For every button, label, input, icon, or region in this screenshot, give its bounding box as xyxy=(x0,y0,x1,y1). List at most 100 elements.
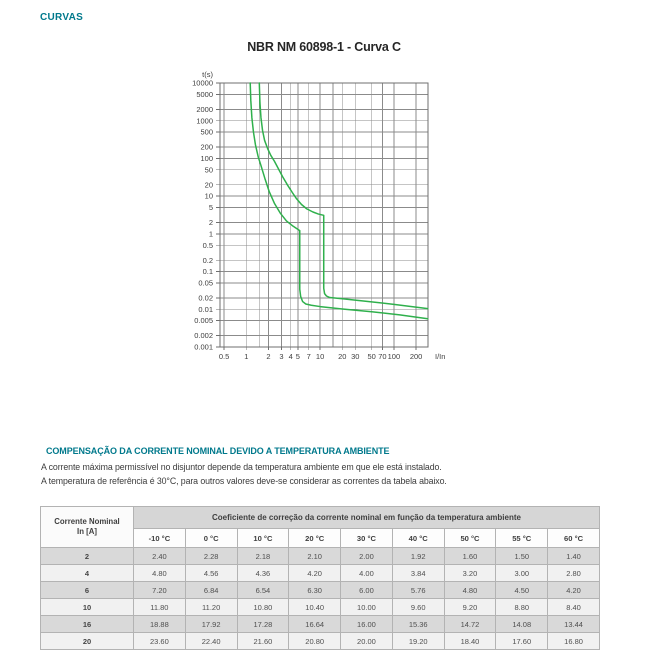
chart-title: NBR NM 60898-1 - Curva C xyxy=(247,40,401,54)
coefficient-value-cell: 3.20 xyxy=(443,564,497,582)
coefficient-value-cell: 19.20 xyxy=(391,632,445,650)
x-tick-label: 100 xyxy=(388,352,401,361)
coefficient-value-cell: 15.36 xyxy=(391,615,445,633)
coefficient-value-cell: 3.00 xyxy=(495,564,549,582)
coefficient-value-cell: 16.00 xyxy=(340,615,393,633)
y-tick-label: 0.05 xyxy=(198,279,213,288)
coefficient-value-cell: 17.92 xyxy=(184,615,238,633)
coefficient-value-cell: 4.80 xyxy=(133,564,186,582)
coefficient-value-cell: 6.00 xyxy=(340,581,393,599)
corner-header-cell: Corrente Nominal In [A] xyxy=(40,506,134,548)
y-tick-label: 100 xyxy=(200,154,213,163)
x-tick-label: 1 xyxy=(244,352,248,361)
coefficient-value-cell: 1.60 xyxy=(443,547,497,565)
coefficient-value-cell: 5.76 xyxy=(391,581,445,599)
coefficient-value-cell: 2.18 xyxy=(236,547,290,565)
y-tick-label: 0.1 xyxy=(203,267,213,276)
coefficient-value-cell: 9.20 xyxy=(443,598,497,616)
x-tick-label: 4 xyxy=(289,352,293,361)
coefficient-value-cell: 3.84 xyxy=(391,564,445,582)
x-tick-label: 0.5 xyxy=(219,352,229,361)
coefficient-value-cell: 2.40 xyxy=(133,547,186,565)
table-row: 16 18.88 17.92 17.28 16.64 16.00 15.36 14.72 14.… xyxy=(40,615,600,633)
coefficient-value-cell: 4.20 xyxy=(547,581,600,599)
coefficient-span-header: Coeficiente de correção da corrente nomi… xyxy=(133,506,600,529)
coefficient-value-cell: 9.60 xyxy=(391,598,445,616)
nominal-current-cell: 16 xyxy=(40,615,134,633)
y-tick-label: 10 xyxy=(205,192,213,201)
temperature-header-cell: 55 °C xyxy=(495,528,549,548)
coefficient-value-cell: 2.80 xyxy=(547,564,600,582)
y-tick-label: 500 xyxy=(200,128,213,137)
nominal-current-cell: 10 xyxy=(40,598,134,616)
x-tick-label: 50 xyxy=(367,352,375,361)
y-tick-label: 0.001 xyxy=(194,343,213,352)
coefficient-value-cell: 2.00 xyxy=(340,547,393,565)
corner-header-line-1: Corrente Nominal xyxy=(54,517,120,526)
coefficient-value-cell: 18.88 xyxy=(133,615,186,633)
coefficient-value-cell: 14.72 xyxy=(443,615,497,633)
table-row: 20 23.60 22.40 21.60 20.80 20.00 19.20 18.40 17.… xyxy=(40,632,600,650)
coefficient-value-cell: 17.60 xyxy=(495,632,549,650)
temperature-header-cell: 0 °C xyxy=(184,528,238,548)
x-tick-label: 20 xyxy=(338,352,346,361)
coefficient-value-cell: 2.10 xyxy=(288,547,342,565)
y-tick-label: 1 xyxy=(209,229,213,238)
nominal-current-cell: 6 xyxy=(40,581,134,599)
coefficient-value-cell: 11.20 xyxy=(184,598,238,616)
x-tick-label: 5 xyxy=(296,352,300,361)
x-axis-label: I/In xyxy=(435,352,445,361)
trip-curve-upper xyxy=(258,82,429,310)
coefficient-value-cell: 8.40 xyxy=(547,598,600,616)
axis-ticks xyxy=(216,82,417,350)
x-tick-label: 2 xyxy=(266,352,270,361)
coefficient-value-cell: 11.80 xyxy=(133,598,186,616)
temperature-header-cell: 50 °C xyxy=(443,528,497,548)
coefficient-value-cell: 6.30 xyxy=(288,581,342,599)
x-tick-label: 3 xyxy=(279,352,283,361)
coefficient-value-cell: 6.84 xyxy=(184,581,238,599)
temperature-correction-table: Corrente Nominal In [A] Coeficiente de cor… xyxy=(40,506,600,650)
x-tick-label: 70 xyxy=(378,352,386,361)
coefficient-value-cell: 1.40 xyxy=(547,547,600,565)
y-tick-label: 5 xyxy=(209,203,213,212)
y-tick-label: 200 xyxy=(200,143,213,152)
trip-curve-lower xyxy=(249,82,429,320)
table-header-row-2: -10 °C 0 °C 10 °C 20 °C 30 °C 40 °C 50 °C 55 °C… xyxy=(41,528,600,548)
compensation-line-1: A corrente máxima permissível no disjunt… xyxy=(41,462,442,472)
coefficient-value-cell: 20.00 xyxy=(340,632,393,650)
coefficient-value-cell: 10.40 xyxy=(288,598,342,616)
y-tick-label: 2 xyxy=(209,218,213,227)
table-header-row-1: Corrente Nominal In [A] Coeficiente de cor… xyxy=(40,506,600,548)
x-tick-label: 7 xyxy=(307,352,311,361)
y-tick-label: 0.5 xyxy=(203,241,213,250)
x-tick-label: 200 xyxy=(410,352,423,361)
plot-border xyxy=(219,82,429,348)
y-tick-label: 5000 xyxy=(196,90,213,99)
coefficient-value-cell: 4.20 xyxy=(288,564,342,582)
y-tick-label: 10000 xyxy=(192,79,213,88)
table-row: 2 2.40 2.28 2.18 2.10 2.00 1.92 1.60 1.50 1.40 xyxy=(40,547,600,565)
coefficient-value-cell: 20.80 xyxy=(288,632,342,650)
x-tick-label: 30 xyxy=(351,352,359,361)
nominal-current-cell: 4 xyxy=(40,564,134,582)
coefficient-value-cell: 6.54 xyxy=(236,581,290,599)
table-row: 10 11.80 11.20 10.80 10.40 10.00 9.60 9.20 8.80 8… xyxy=(40,598,600,616)
y-tick-label: 20 xyxy=(205,180,213,189)
y-tick-label: 0.01 xyxy=(198,305,213,314)
coefficient-value-cell: 4.56 xyxy=(184,564,238,582)
coefficient-value-cell: 16.64 xyxy=(288,615,342,633)
coefficient-value-cell: 10.00 xyxy=(340,598,393,616)
nominal-current-cell: 2 xyxy=(40,547,134,565)
temperature-header-cell: 60 °C xyxy=(547,528,600,548)
coefficient-value-cell: 7.20 xyxy=(133,581,186,599)
trip-curve-svg: 10000 5000 2000 1000 500 200 100 50 20 10 5 2 1 0.5 0.… xyxy=(192,70,445,361)
coefficient-value-cell: 17.28 xyxy=(236,615,290,633)
coefficient-value-cell: 21.60 xyxy=(236,632,290,650)
coefficient-value-cell: 2.28 xyxy=(184,547,238,565)
trip-curve-chart: 10000 5000 2000 1000 500 200 100 50 20 10 5 2 1 0.5 0.… xyxy=(180,68,460,368)
y-tick-label: 1000 xyxy=(196,116,213,125)
coefficient-value-cell: 16.80 xyxy=(547,632,600,650)
x-tick-label: 10 xyxy=(316,352,324,361)
